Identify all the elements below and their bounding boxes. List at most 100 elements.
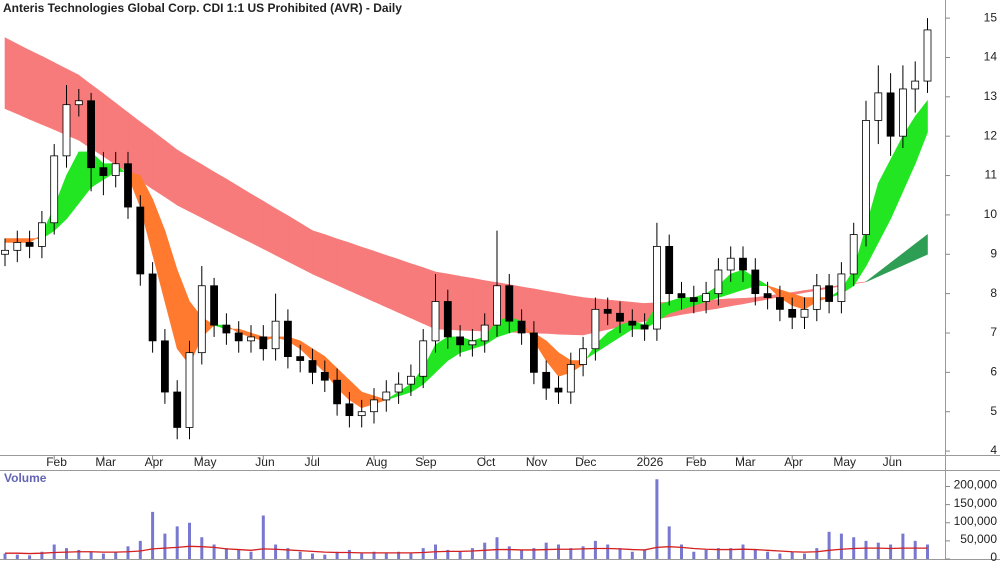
candle-body: [247, 336, 255, 342]
volume-bar: [864, 540, 868, 559]
ribbon-segment: [324, 234, 338, 286]
candle-body: [357, 411, 366, 417]
candle-body: [74, 100, 83, 106]
ribbon-segment: [730, 269, 744, 295]
candle-body: [222, 324, 231, 334]
candle-body: [431, 301, 440, 342]
x-tick-label: Aug: [366, 455, 387, 469]
ribbon-segment: [4, 238, 18, 243]
volume-bar: [532, 548, 536, 559]
candle-body: [899, 88, 907, 137]
ribbon-segment: [176, 149, 190, 212]
ribbon-segment: [262, 200, 276, 256]
candle-body: [210, 285, 219, 326]
candle-body: [136, 206, 145, 275]
candle-body: [628, 320, 637, 326]
volume-bar: [347, 549, 351, 559]
volume-bar: [458, 551, 462, 559]
ribbon-segment: [385, 255, 399, 313]
candle-body: [530, 332, 538, 373]
candle-body: [296, 356, 305, 361]
y-tick-label: 0: [990, 550, 997, 562]
y-tick-label: 15: [984, 10, 998, 24]
candle-body: [333, 379, 342, 405]
candle-body: [776, 297, 784, 310]
ribbon-segment: [164, 139, 178, 206]
ribbon-segment: [152, 130, 166, 198]
y-tick-label: 150,000: [954, 496, 998, 510]
candle-body: [308, 360, 317, 373]
volume-bar: [741, 544, 745, 559]
candle-body: [99, 167, 108, 176]
candle-body: [751, 269, 760, 295]
volume-bar: [261, 515, 265, 559]
volume-bar: [778, 553, 782, 559]
volume-bar: [520, 549, 524, 559]
candle-body: [849, 234, 858, 275]
volume-bar: [630, 551, 634, 559]
volume-bar: [114, 551, 118, 559]
volume-bar: [163, 533, 167, 559]
volume-bar: [581, 546, 585, 559]
volume-bar: [101, 553, 105, 559]
volume-bar: [151, 511, 155, 559]
x-tick-label: May: [833, 455, 856, 469]
candle-body: [862, 120, 870, 235]
volume-bar: [790, 551, 794, 559]
volume-bar: [52, 544, 56, 559]
y-tick-label: 5: [990, 404, 997, 418]
candle-body: [788, 308, 797, 318]
candle-body: [1, 249, 9, 255]
candle-body: [616, 312, 624, 322]
candle-body: [283, 320, 292, 358]
ribbon-segment: [189, 156, 203, 219]
chart-title: Anteris Technologies Global Corp. CDI 1:…: [3, 1, 402, 15]
ribbon-segment: [226, 178, 239, 238]
volume-bar: [360, 553, 364, 559]
ribbon-segment: [361, 246, 375, 302]
volume-bar: [65, 548, 68, 559]
x-tick-label: Jun: [255, 455, 274, 469]
candle-body: [456, 336, 465, 346]
x-tick-label: May: [194, 455, 217, 469]
x-tick-label: Feb: [686, 455, 707, 469]
x-tick-label: Nov: [526, 455, 547, 469]
candle-body: [370, 399, 378, 413]
volume-bar: [28, 555, 32, 559]
candle-body: [812, 285, 821, 310]
y-tick-label: 7: [990, 325, 997, 339]
candle-body: [825, 285, 833, 302]
volume-bar: [692, 551, 696, 559]
candle-body: [419, 340, 428, 377]
y-tick-label: 100,000: [954, 514, 998, 528]
volume-bar: [643, 549, 647, 559]
volume-bar: [298, 551, 302, 559]
volume-bar: [323, 554, 327, 559]
volume-bar: [606, 544, 610, 559]
y-tick-label: 200,000: [954, 478, 998, 492]
volume-bar: [704, 549, 708, 559]
volume-bar: [311, 553, 314, 559]
candle-body: [554, 387, 563, 393]
volume-bar: [544, 542, 548, 559]
candle-body: [173, 391, 182, 428]
ribbon-segment: [275, 208, 289, 262]
volume-bar: [77, 549, 81, 559]
ribbon-segment: [472, 277, 486, 332]
candle-body: [13, 242, 22, 251]
ribbon-segment: [4, 37, 18, 115]
candle-body: [111, 163, 120, 176]
volume-bar: [421, 548, 425, 559]
candle-body: [603, 308, 612, 314]
candle-body: [480, 324, 489, 342]
volume: [3, 479, 929, 559]
candle-body: [702, 293, 710, 302]
volume-bar: [507, 546, 511, 559]
volume-bar: [200, 537, 204, 559]
candle-body: [886, 92, 895, 137]
x-tick-label: Jul: [305, 455, 320, 469]
candle-body: [739, 257, 747, 271]
y-tick-label: 4: [990, 443, 997, 457]
